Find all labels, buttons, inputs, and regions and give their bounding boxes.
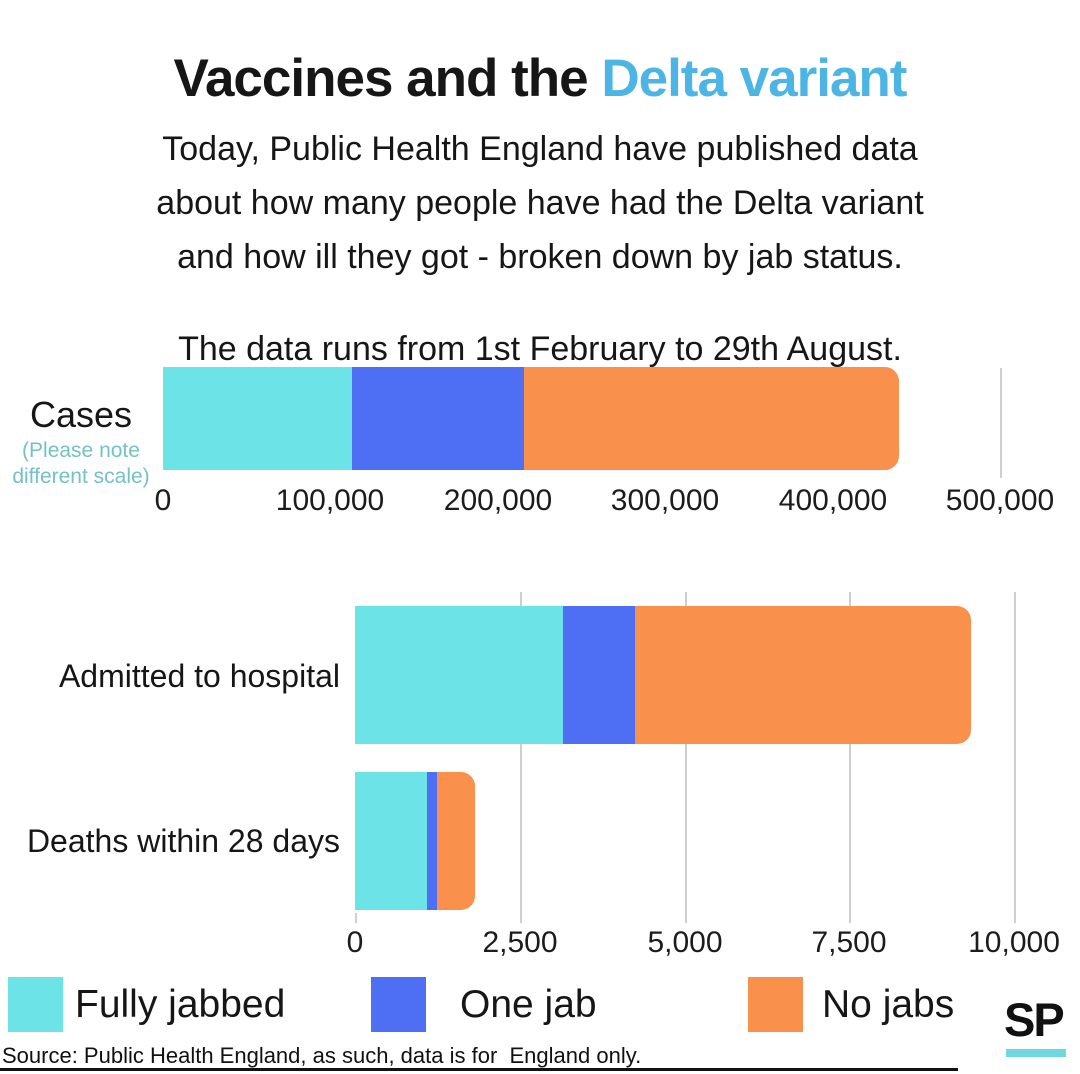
intro-line-3: and how ill they got - broken down by ja… bbox=[177, 238, 903, 276]
hospital-stacked-bar bbox=[355, 606, 971, 744]
legend-label-no-jabs: No jabs bbox=[822, 983, 955, 1026]
cases-tick-label-200000: 200,000 bbox=[443, 484, 553, 517]
legend-label-fully-jabbed: Fully jabbed bbox=[75, 983, 286, 1026]
outcomes-axis-tick-10000 bbox=[1014, 913, 1016, 923]
page-title-accent: Delta variant bbox=[601, 48, 907, 108]
outcomes-gridline-5000 bbox=[685, 592, 687, 922]
cases-scale-note: (Please note different scale) bbox=[0, 438, 162, 490]
legend-swatch-no-jabs bbox=[748, 977, 803, 1032]
hospital-segment-no-jabs bbox=[635, 606, 971, 744]
cases-segment-fully-jabbed bbox=[163, 367, 352, 470]
intro-line-2: about how many people have had the Delta… bbox=[156, 184, 924, 222]
bottom-rule bbox=[0, 1068, 958, 1071]
hospital-row-label: Admitted to hospital bbox=[58, 658, 340, 694]
legend-swatch-one-jab bbox=[371, 977, 426, 1032]
outcomes-tick-label-10000: 10,000 bbox=[968, 926, 1060, 959]
cases-tick-label-100000: 100,000 bbox=[275, 484, 385, 517]
date-range-note: The data runs from 1st February to 29th … bbox=[178, 330, 902, 368]
outcomes-axis-tick-7500 bbox=[849, 913, 851, 923]
cases-tick-label-500000: 500,000 bbox=[945, 484, 1055, 517]
deaths-row-label: Deaths within 28 days bbox=[26, 823, 340, 859]
sp-logo-underline bbox=[1006, 1049, 1066, 1057]
deaths-stacked-bar bbox=[355, 772, 475, 910]
cases-gridline-500000 bbox=[1000, 368, 1002, 478]
deaths-segment-fully-jabbed bbox=[355, 772, 427, 910]
outcomes-gridline-7500 bbox=[849, 592, 851, 922]
intro-text: Today, Public Health England have publis… bbox=[0, 122, 1080, 284]
cases-scale-note-line-2: different scale) bbox=[12, 465, 150, 488]
cases-segment-no-jabs bbox=[524, 367, 899, 470]
intro-line-1: Today, Public Health England have publis… bbox=[162, 130, 918, 168]
hospital-segment-one-jab bbox=[563, 606, 635, 744]
source-note: Source: Public Health England, as such, … bbox=[2, 1043, 642, 1068]
outcomes-tick-label-5000: 5,000 bbox=[647, 926, 723, 959]
outcomes-gridline-10000 bbox=[1014, 592, 1016, 922]
page-title: Vaccines and the Delta variant bbox=[0, 48, 1080, 109]
cases-tick-label-300000: 300,000 bbox=[610, 484, 720, 517]
outcomes-axis-tick-0 bbox=[355, 913, 357, 923]
outcomes-tick-label-0: 0 bbox=[346, 926, 364, 959]
cases-scale-note-line-1: (Please note bbox=[22, 439, 140, 462]
outcomes-axis-tick-5000 bbox=[685, 913, 687, 923]
hospital-segment-fully-jabbed bbox=[355, 606, 563, 744]
outcomes-tick-label-7500: 7,500 bbox=[811, 926, 887, 959]
sp-logo: SP bbox=[1004, 993, 1065, 1046]
outcomes-axis-tick-2500 bbox=[520, 913, 522, 923]
outcomes-gridline-2500 bbox=[520, 592, 522, 922]
legend-label-one-jab: One jab bbox=[460, 983, 597, 1026]
deaths-segment-one-jab bbox=[427, 772, 437, 910]
page-title-prefix: Vaccines and the bbox=[173, 48, 602, 108]
cases-tick-label-400000: 400,000 bbox=[778, 484, 888, 517]
cases-stacked-bar bbox=[163, 367, 899, 470]
cases-segment-one-jab bbox=[352, 367, 524, 470]
deaths-segment-no-jabs bbox=[437, 772, 475, 910]
cases-row-label: Cases bbox=[29, 394, 133, 435]
legend-swatch-fully-jabbed bbox=[8, 977, 63, 1032]
outcomes-tick-label-2500: 2,500 bbox=[482, 926, 558, 959]
cases-tick-label-0: 0 bbox=[154, 484, 172, 517]
